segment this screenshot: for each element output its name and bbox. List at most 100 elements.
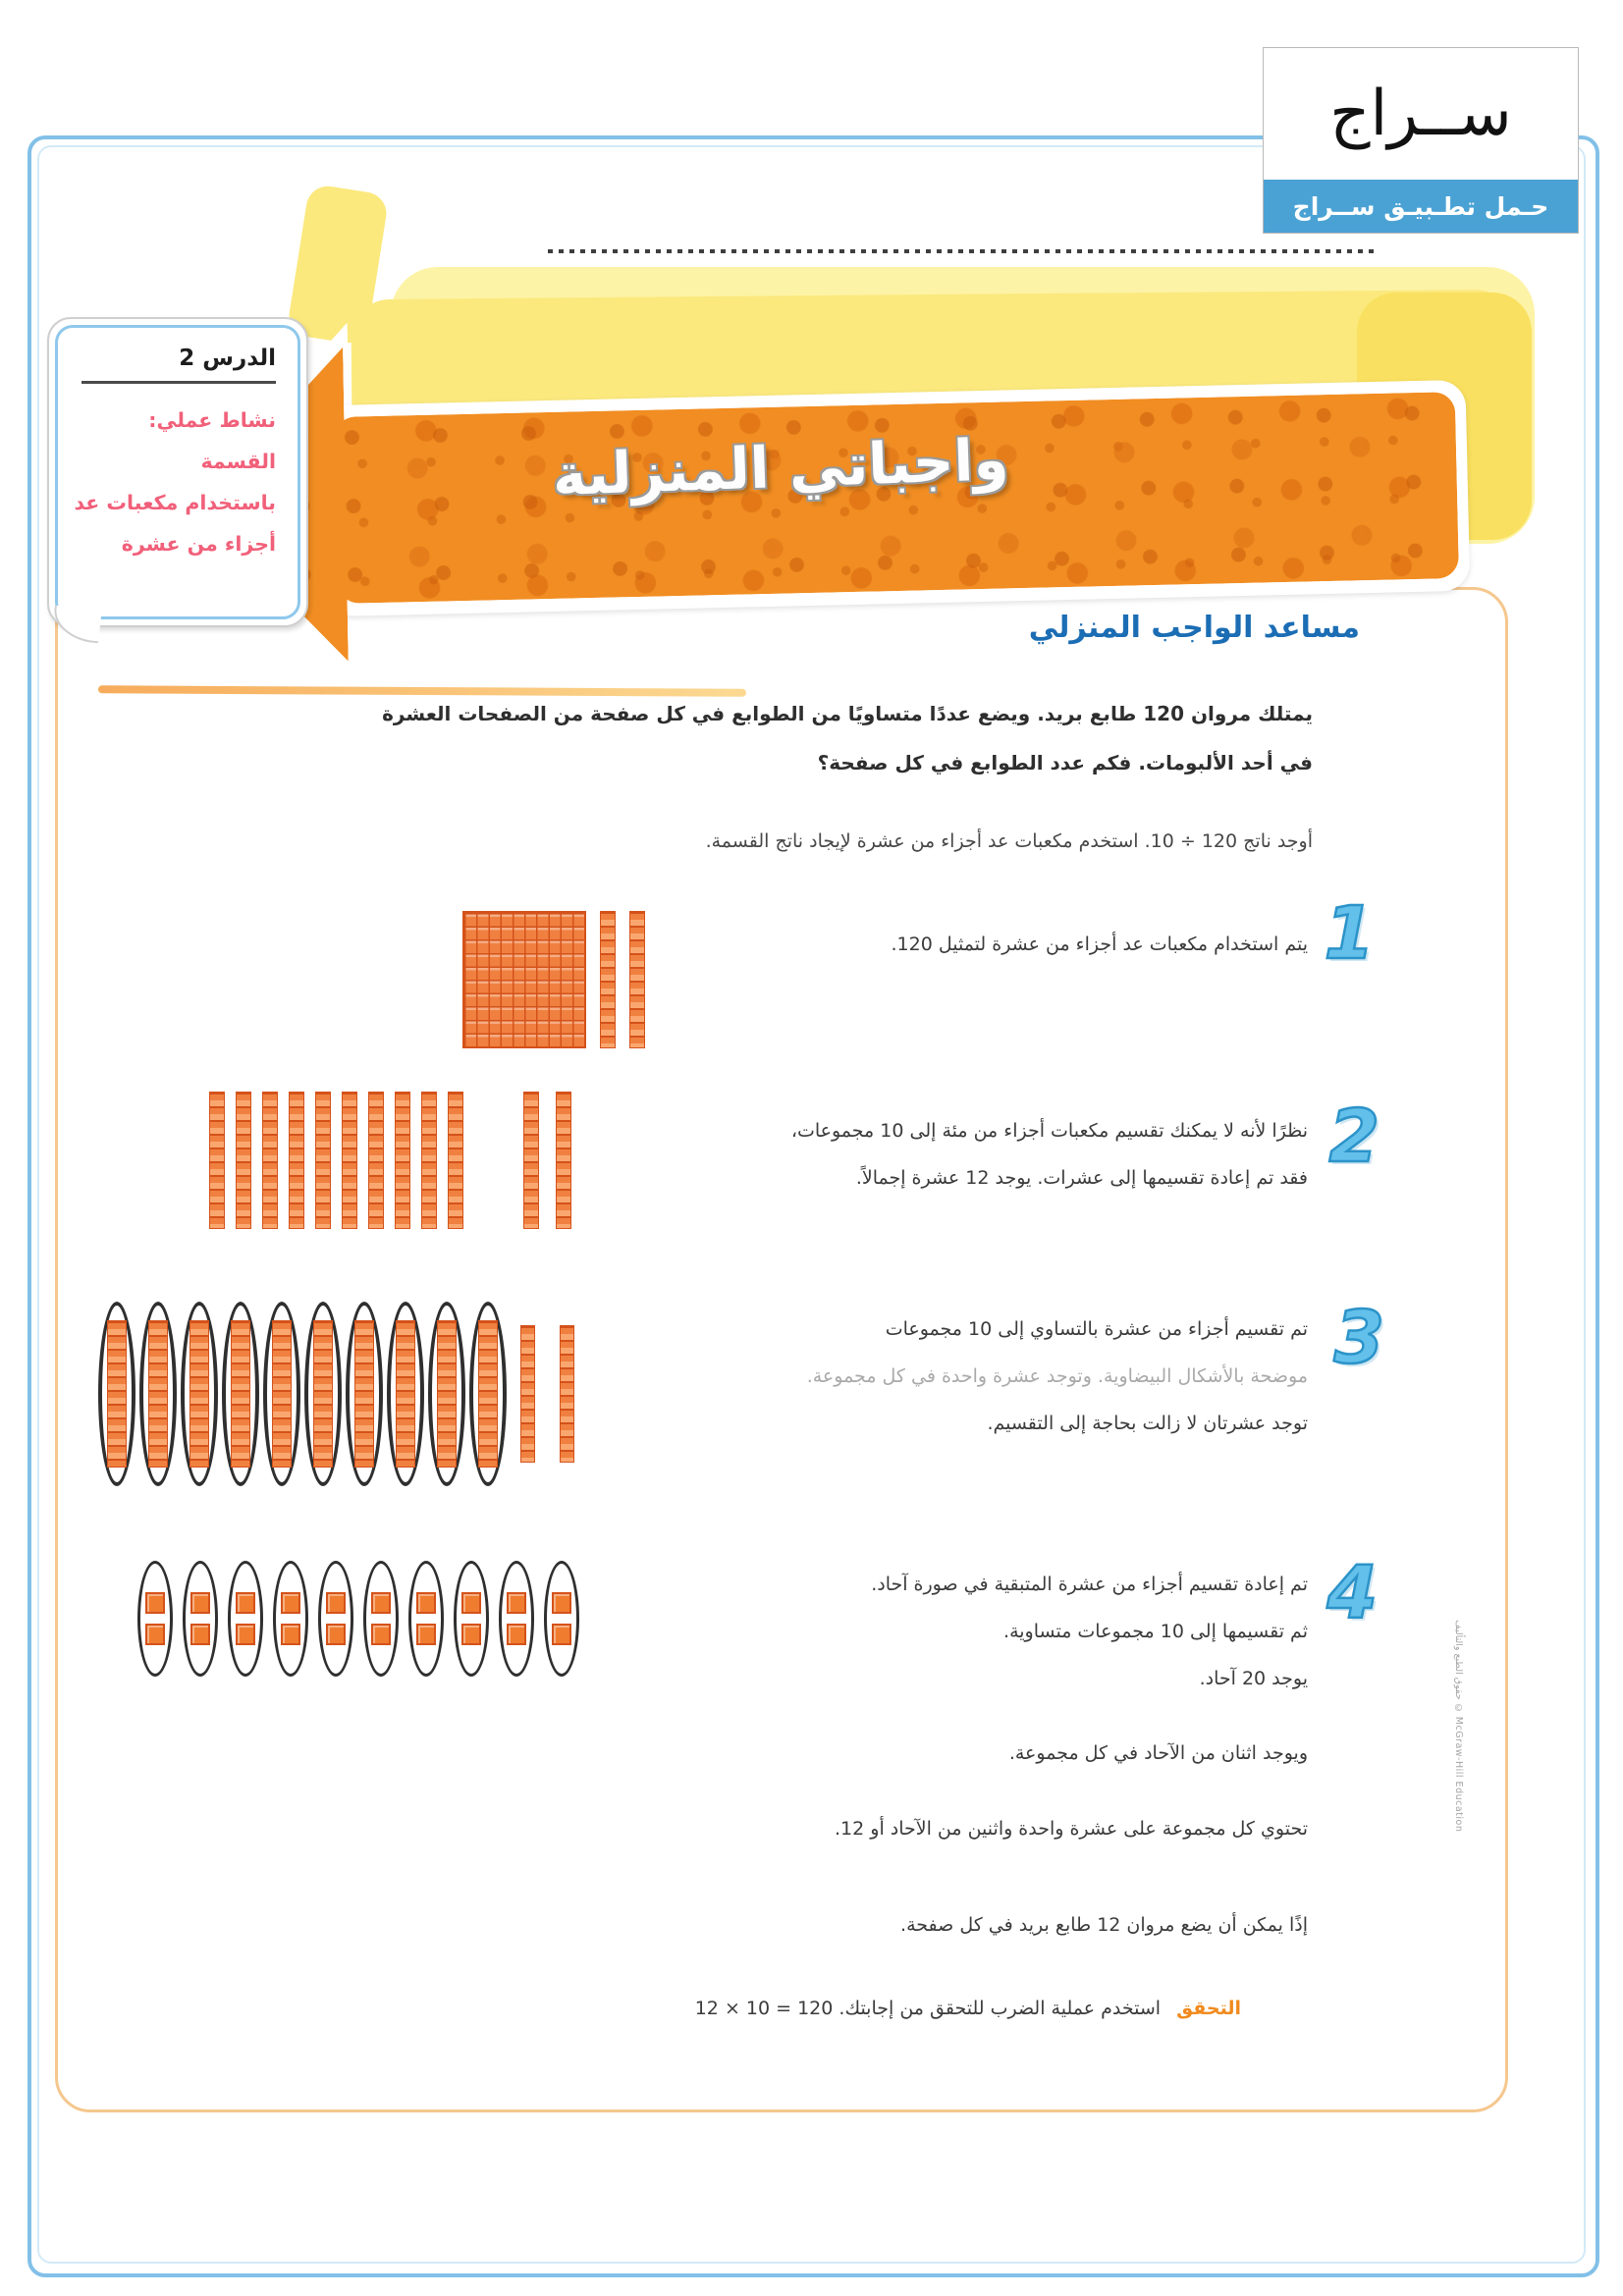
step-4-number: 4: [1325, 1550, 1379, 1637]
unit-cube: [507, 1592, 526, 1614]
siraj-logo: ســراج حـمل تطـبيـق ســراج: [1263, 47, 1579, 234]
oval-group: [273, 1561, 308, 1677]
lesson-activity-line: أجزاء من عشرة: [121, 532, 276, 557]
logo-subtitle: حـمل تطـبيـق ســراج: [1292, 191, 1549, 221]
step-2-loose-rods: [523, 1092, 571, 1229]
instruction-line: أوجد ناتج 120 ÷ 10. استخدم مكعبات عد أجز…: [705, 830, 1313, 852]
oval-group: [263, 1302, 300, 1486]
tens-rod: [523, 1092, 539, 1229]
check-line: التحقق استخدم عملية الضرب للتحقق من إجاب…: [695, 1998, 1241, 2019]
page-border: [27, 135, 1599, 2277]
note-line: ويوجد اثنان من الآحاد في كل مجموعة.: [1008, 1742, 1308, 1764]
unit-cube: [371, 1624, 391, 1645]
unit-cube: [371, 1592, 391, 1614]
unit-cube: [236, 1624, 255, 1645]
step-4-text: تم إعادة تقسيم أجزاء من عشرة المتبقية في…: [871, 1574, 1308, 1689]
tens-rod: [272, 1320, 292, 1468]
unit-cube: [145, 1592, 165, 1614]
oval-group: [183, 1561, 218, 1677]
tens-rod: [520, 1325, 535, 1463]
tens-rod: [395, 1092, 410, 1229]
step-1-text: يتم استخدام مكعبات عد أجزاء من عشرة لتمث…: [891, 934, 1308, 955]
step-3-text: تم تقسيم أجزاء من عشرة بالتساوي إلى 10 م…: [806, 1318, 1308, 1434]
unit-cube: [552, 1624, 571, 1645]
oval-group: [469, 1302, 507, 1486]
oval-group: [408, 1561, 444, 1677]
oval-group: [222, 1302, 259, 1486]
lesson-underline: [81, 381, 276, 384]
oval-group: [454, 1561, 489, 1677]
oval-group: [228, 1561, 263, 1677]
oval-group: [139, 1302, 177, 1486]
unit-cube: [190, 1592, 210, 1614]
lesson-activity-line: نشاط عملي: القسمة: [148, 408, 276, 474]
oval-group: [544, 1561, 579, 1677]
dotted-divider: [548, 249, 1378, 253]
step-3-oval-groups: [98, 1302, 507, 1486]
tens-rod: [262, 1092, 278, 1229]
unit-cube: [461, 1592, 481, 1614]
oval-group: [499, 1561, 534, 1677]
tens-rod: [478, 1320, 498, 1468]
unit-cube: [281, 1592, 300, 1614]
step-4-oval-groups: [137, 1561, 579, 1677]
check-label: التحقق: [1176, 1998, 1241, 2019]
tens-rod: [560, 1325, 574, 1463]
oval-group: [98, 1302, 135, 1486]
unit-cube: [416, 1592, 436, 1614]
unit-cube: [507, 1624, 526, 1645]
page-border-inner: [37, 145, 1586, 2264]
tens-rod: [189, 1320, 209, 1468]
hundred-flat-block: [462, 911, 586, 1048]
tens-rod: [236, 1092, 251, 1229]
unit-cube: [190, 1624, 210, 1645]
oval-group: [137, 1561, 173, 1677]
tens-rod: [315, 1092, 331, 1229]
tens-rod: [448, 1092, 463, 1229]
lesson-bubble: الدرس 2 نشاط عملي: القسمة باستخدام مكعبا…: [47, 317, 308, 644]
problem-line-1: يمتلك مروان 120 طابع بريد. ويضع عددًا مت…: [382, 702, 1313, 725]
logo-title: ســراج: [1329, 78, 1512, 150]
check-text: استخدم عملية الضرب للتحقق من إجابتك. 120…: [694, 1998, 1162, 2019]
oval-group: [181, 1302, 218, 1486]
tens-rod: [396, 1320, 415, 1468]
step-2-text: نظرًا لأنه لا يمكنك تقسيم مكعبات أجزاء م…: [790, 1120, 1308, 1189]
step-2-number: 2: [1327, 1094, 1380, 1181]
tens-rods: [600, 911, 645, 1048]
note-line: تحتوي كل مجموعة على عشرة واحدة واثنين من…: [835, 1818, 1308, 1840]
unit-cube: [326, 1592, 346, 1614]
unit-cube: [326, 1624, 346, 1645]
tens-rod: [107, 1320, 127, 1468]
oval-group: [387, 1302, 424, 1486]
step-1-blocks: [447, 911, 645, 1048]
lesson-number: الدرس 2: [179, 346, 276, 371]
unit-cube: [552, 1592, 571, 1614]
note-line: إذًا يمكن أن يضع مروان 12 طابع بريد في ك…: [900, 1914, 1308, 1936]
tens-rod: [629, 911, 645, 1048]
problem-line-2: في أحد الألبومات. فكم عدد الطوابع في كل …: [817, 751, 1313, 774]
banner-arrow-body: [333, 392, 1460, 604]
oval-group: [346, 1302, 383, 1486]
unit-cube: [416, 1624, 436, 1645]
tens-rod: [342, 1092, 357, 1229]
logo-subtitle-bar: حـمل تطـبيـق ســراج: [1264, 180, 1578, 233]
tens-rod: [421, 1092, 437, 1229]
unit-cube: [236, 1592, 255, 1614]
tens-rod: [600, 911, 616, 1048]
oval-group: [363, 1561, 399, 1677]
tens-rod: [437, 1320, 457, 1468]
step-1-number: 1: [1323, 890, 1376, 978]
tens-rod: [313, 1320, 333, 1468]
unit-cube: [281, 1624, 300, 1645]
step-3-loose-rods: [520, 1325, 574, 1463]
helper-title: مساعد الواجب المنزلي: [1028, 611, 1360, 645]
step-3-number: 3: [1332, 1295, 1385, 1382]
tens-rod: [148, 1320, 168, 1468]
oval-group: [428, 1302, 465, 1486]
tens-rod: [209, 1092, 225, 1229]
lesson-activity-line: باستخدام مكعبات عد: [74, 491, 276, 515]
tens-rod: [354, 1320, 374, 1468]
oval-group: [304, 1302, 342, 1486]
step-2-rod-group: [209, 1092, 463, 1229]
